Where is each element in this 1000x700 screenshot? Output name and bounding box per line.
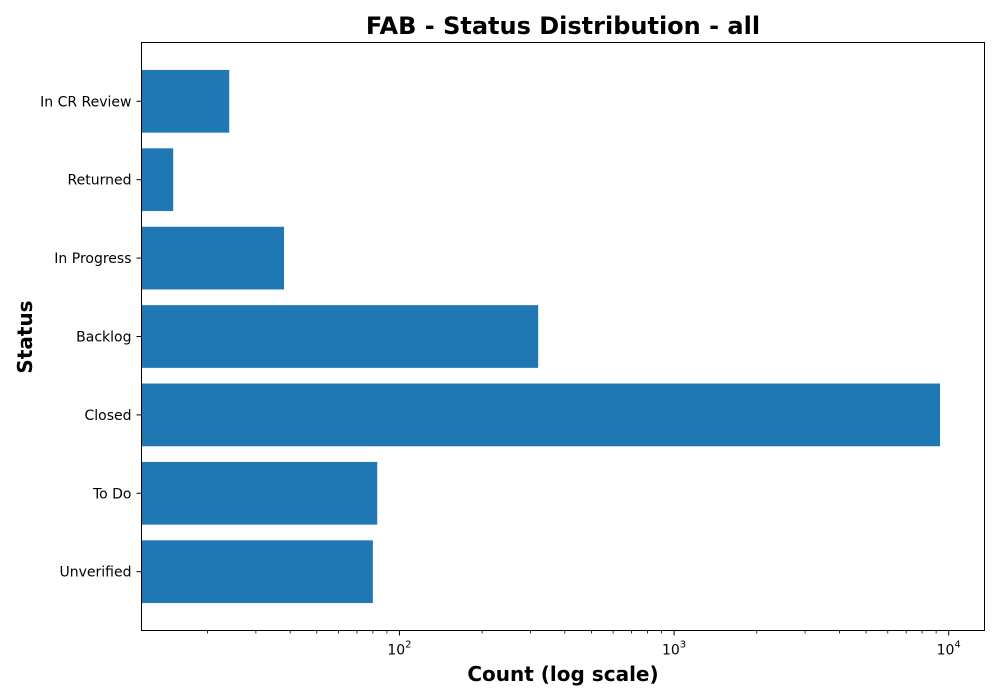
- bars-group: [141, 69, 941, 604]
- plot-frame: [141, 42, 985, 631]
- x-tick-label-10000: 104: [937, 640, 961, 659]
- x-tick-base: 10: [937, 643, 955, 659]
- bar-backlog: [141, 305, 539, 368]
- y-tick-label-in-progress: In Progress: [54, 251, 131, 267]
- bar-returned: [141, 148, 174, 212]
- y-tick-label-to-do: To Do: [92, 486, 132, 502]
- x-tick-label-100: 102: [387, 640, 411, 659]
- y-axis-label: Status: [13, 300, 37, 373]
- x-tick-exponent: 4: [954, 640, 960, 651]
- y-axis-ticks: Unverified To Do Closed Backlog In Progress R…: [40, 94, 142, 581]
- x-tick-base: 10: [387, 643, 405, 659]
- x-tick-base: 10: [662, 643, 680, 659]
- bar-to-do: [141, 461, 378, 525]
- x-tick-label-1000: 103: [662, 640, 686, 659]
- bar-closed: [141, 383, 941, 447]
- y-tick-label-in-cr-review: In CR Review: [40, 94, 131, 110]
- y-tick-label-unverified: Unverified: [60, 565, 132, 581]
- y-tick-label-backlog: Backlog: [76, 330, 131, 346]
- y-tick-label-closed: Closed: [84, 408, 131, 424]
- x-axis-label: Count (log scale): [467, 662, 658, 686]
- bar-unverified: [141, 540, 373, 604]
- chart-title: FAB - Status Distribution - all: [366, 12, 760, 40]
- x-tick-exponent: 3: [680, 640, 686, 651]
- x-axis-ticks: 102 103 104: [207, 630, 961, 659]
- y-tick-label-returned: Returned: [68, 173, 132, 189]
- x-tick-exponent: 2: [405, 640, 411, 651]
- bar-in-progress: [141, 226, 285, 290]
- bar-in-cr-review: [141, 69, 230, 133]
